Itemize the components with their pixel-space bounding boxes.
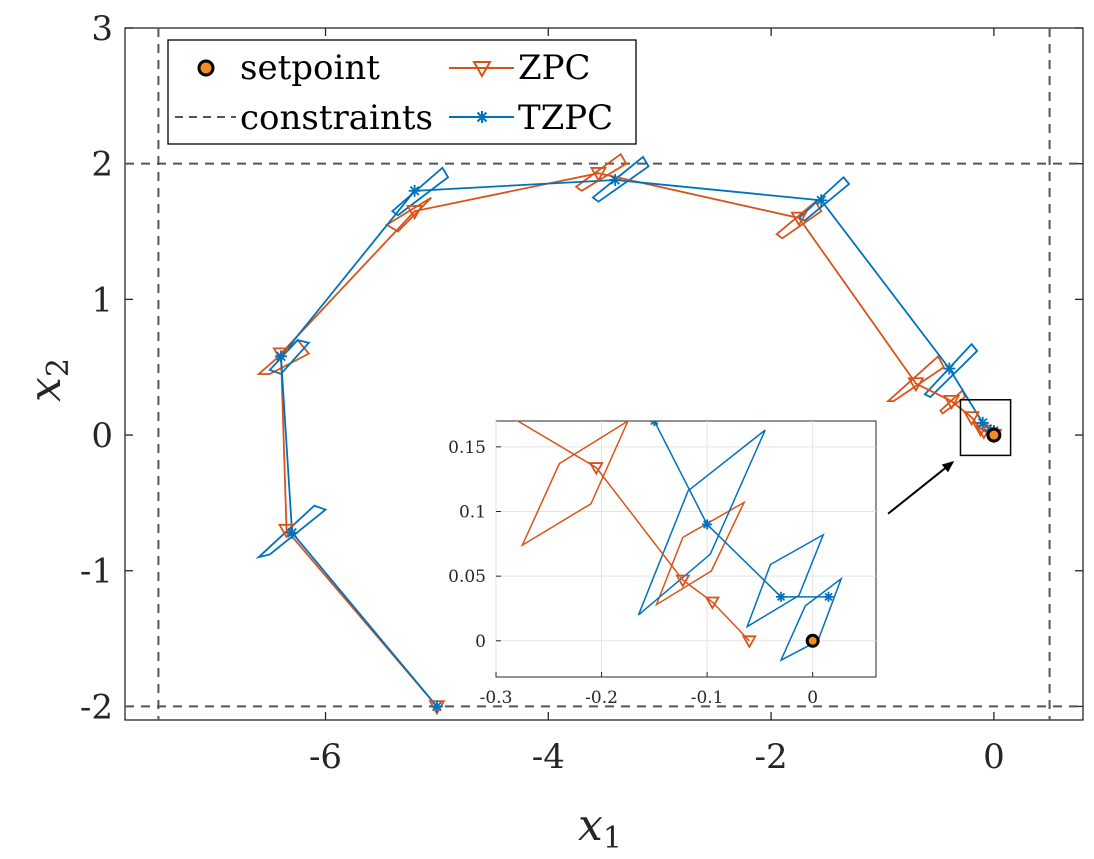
inset-y-tick-label: 0 bbox=[475, 632, 486, 652]
inset-x-tick-label: -0.3 bbox=[480, 688, 513, 708]
y-tick-label: -2 bbox=[80, 687, 113, 727]
zpc-point bbox=[963, 411, 981, 427]
zoom-arrow bbox=[887, 460, 955, 515]
setpoint-marker bbox=[986, 427, 1002, 443]
zpc-reachable-set bbox=[939, 388, 966, 415]
inset-zpc-point bbox=[741, 635, 757, 649]
inset-tzpc-reachable-set bbox=[779, 576, 843, 662]
tzpc-point bbox=[408, 184, 421, 197]
inset-x-tick-label: -0.1 bbox=[691, 688, 724, 708]
tzpc-point bbox=[274, 350, 287, 363]
y-tick-label: -1 bbox=[80, 552, 113, 592]
legend-box bbox=[167, 39, 637, 145]
y-axis-label: x2 bbox=[20, 358, 76, 402]
y-tick-label: 2 bbox=[91, 145, 113, 185]
inset-x-tick-label: -0.2 bbox=[585, 688, 618, 708]
zpc-point bbox=[943, 394, 961, 410]
zpc-point bbox=[790, 211, 808, 227]
inset-ticks: -0.3 -0.2 -0.1 0 0 0.05 0.1 0.15 bbox=[448, 438, 818, 708]
y-tick-label: 0 bbox=[91, 416, 113, 456]
zpc-point bbox=[907, 377, 925, 393]
legend: setpoint constraints ZPC TZPC bbox=[167, 39, 637, 145]
inset-plot: -0.3 -0.2 -0.1 0 0 0.05 0.1 0.15 bbox=[448, 420, 877, 708]
zoom-rectangle bbox=[959, 399, 1012, 457]
inset-tzpc-trajectory-line bbox=[653, 421, 829, 598]
zoom-box bbox=[959, 399, 1012, 457]
inset-trajectory-series bbox=[516, 421, 829, 642]
tzpc-reachable-set bbox=[591, 155, 650, 203]
x-tick-label: -4 bbox=[532, 737, 565, 777]
inset-setpoint-marker bbox=[805, 633, 820, 648]
x-axis-label: x1 bbox=[578, 800, 622, 856]
x-tick-label: -2 bbox=[755, 737, 788, 777]
tzpc-reachable-set bbox=[923, 342, 979, 399]
legend-zpc-label: ZPC bbox=[518, 48, 591, 88]
zpc-point bbox=[589, 167, 607, 182]
zpc-point bbox=[272, 347, 290, 363]
legend-setpoint-label: setpoint bbox=[240, 48, 380, 88]
legend-constraints-label: constraints bbox=[240, 98, 433, 138]
y-tick-label: 1 bbox=[91, 280, 113, 320]
inset-x-tick-label: 0 bbox=[807, 688, 818, 708]
inset-y-tick-label: 0.15 bbox=[448, 438, 486, 458]
inset-zpc-point bbox=[588, 462, 604, 476]
zpc-reachable-set bbox=[385, 196, 432, 233]
constraint-lines bbox=[125, 28, 1083, 720]
legend-tzpc-marker bbox=[476, 111, 488, 123]
inset-setpoint-point bbox=[805, 633, 820, 648]
legend-tzpc-label: TZPC bbox=[518, 98, 613, 138]
inset-tzpc-point bbox=[776, 591, 786, 602]
x-tick-label: -6 bbox=[309, 737, 342, 777]
inset-grid bbox=[495, 421, 876, 677]
inset-zpc-point bbox=[675, 574, 691, 588]
inset-tzpc-point bbox=[702, 519, 713, 530]
tzpc-point bbox=[815, 194, 828, 207]
tzpc-point bbox=[430, 700, 443, 713]
tzpc-point bbox=[976, 416, 989, 429]
main-ticks: -6 -4 -2 0 -2 -1 0 1 2 3 bbox=[80, 9, 1083, 777]
zpc-reachable-set bbox=[885, 354, 945, 403]
y-tick-label: 3 bbox=[91, 9, 113, 49]
inset-tzpc-point bbox=[823, 591, 834, 602]
tzpc-point bbox=[609, 173, 622, 186]
tzpc-reachable-set bbox=[268, 339, 311, 376]
zpc-point bbox=[406, 205, 424, 220]
x-tick-label: 0 bbox=[983, 737, 1005, 777]
inset-zpc-point bbox=[704, 596, 720, 610]
inset-zpc-reachable-set bbox=[654, 500, 746, 607]
legend-setpoint-marker bbox=[197, 59, 215, 77]
inset-tzpc-point bbox=[649, 421, 660, 426]
inset-tzpc-reachable-set bbox=[745, 533, 825, 629]
legend-zpc-marker bbox=[472, 61, 492, 79]
inset-zpc-trajectory-line bbox=[516, 421, 750, 642]
zpc-reachable-set bbox=[574, 152, 628, 192]
inset-y-tick-label: 0.05 bbox=[448, 567, 486, 587]
inset-y-tick-label: 0.1 bbox=[459, 503, 486, 523]
setpoint-point bbox=[986, 427, 1002, 443]
inset-zpc-reachable-set bbox=[520, 421, 629, 548]
inset-reachable-sets bbox=[520, 421, 843, 662]
tzpc-reachable-set bbox=[255, 504, 328, 559]
tzpc-point bbox=[943, 362, 956, 375]
tzpc-point bbox=[286, 526, 299, 539]
inset-trajectory-markers bbox=[588, 421, 834, 649]
inset-tzpc-reachable-set bbox=[637, 429, 766, 616]
